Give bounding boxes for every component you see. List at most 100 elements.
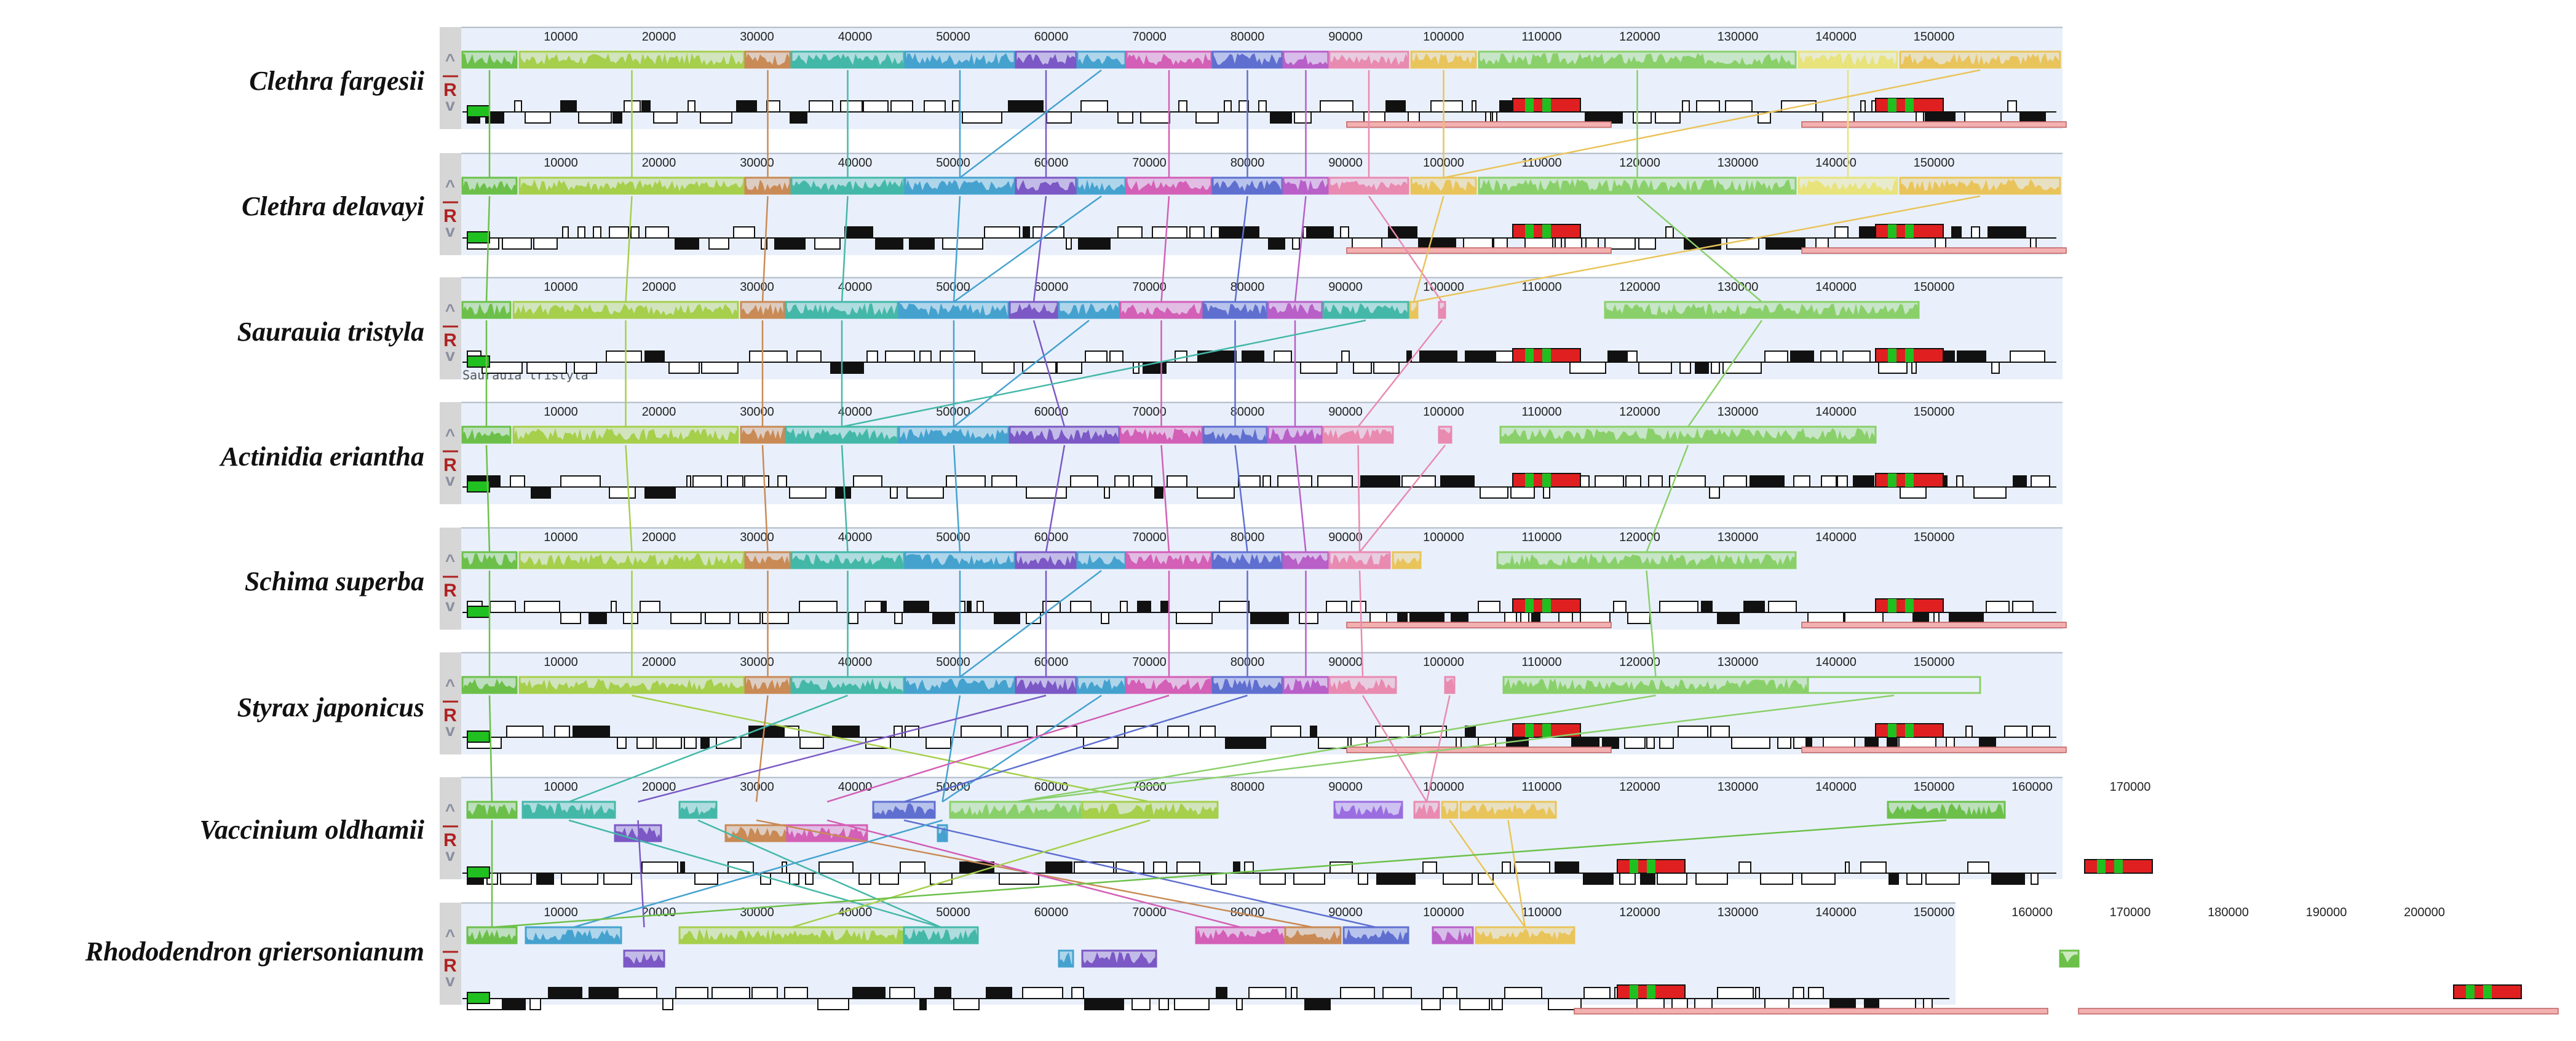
gene-box: [1911, 362, 1917, 374]
trna-mark: [1630, 860, 1638, 873]
gene-box: [1070, 601, 1092, 613]
gene-box: [500, 873, 532, 885]
gene-box: [1375, 726, 1409, 738]
genome-panel: Vaccinium oldhamii ^ Rv 10000 20000 30000 4000…: [199, 777, 2153, 885]
trna-mark: [1525, 98, 1534, 112]
trna-mark: [467, 866, 490, 879]
gene-box: [835, 486, 851, 499]
lcb-connector: [761, 445, 769, 553]
scroll-down-icon[interactable]: v: [445, 596, 455, 615]
gene-box: [866, 350, 878, 363]
reverse-complement-button[interactable]: R: [443, 580, 457, 601]
similarity-profile: [1330, 180, 1408, 194]
gene-box: [1300, 362, 1338, 374]
panel-sidebar: [440, 277, 461, 379]
similarity-profile: [1082, 803, 1218, 818]
gene-box: [1860, 100, 1866, 113]
scroll-down-icon[interactable]: v: [445, 221, 455, 240]
similarity-profile: [462, 429, 510, 443]
gene-box: [1114, 475, 1130, 488]
tick-label: 10000: [544, 780, 578, 794]
reverse-complement-button[interactable]: R: [443, 330, 457, 350]
gene-box: [1709, 486, 1720, 499]
tick-label: 60000: [1034, 156, 1069, 170]
reverse-complement-button[interactable]: R: [443, 705, 457, 726]
scroll-up-icon[interactable]: ^: [445, 301, 455, 320]
inverted-repeat-bar: [1346, 746, 1612, 753]
gene-box: [1821, 475, 1837, 488]
lcb-connector: [1160, 445, 1170, 553]
tick-label: 170000: [2110, 906, 2151, 919]
reverse-complement-button[interactable]: R: [443, 455, 457, 475]
gene-box: [606, 350, 642, 363]
gene-box: [1595, 475, 1624, 488]
gene-box: [2031, 475, 2050, 488]
gene-box: [489, 601, 516, 613]
similarity-profile: [462, 181, 517, 194]
gene-box: [1124, 726, 1158, 738]
reverse-complement-button[interactable]: R: [443, 80, 457, 100]
gene-box: [1678, 726, 1708, 738]
gene-box: [503, 998, 526, 1010]
gene-box: [1302, 226, 1307, 239]
gene-box: [1583, 987, 1611, 999]
reverse-complement-button[interactable]: R: [443, 206, 457, 226]
gene-box: [890, 486, 898, 499]
lcb-connector: [1160, 196, 1170, 303]
gene-box: [510, 475, 525, 488]
gene-box: [561, 873, 598, 885]
scroll-down-icon[interactable]: v: [445, 971, 455, 990]
scroll-up-icon[interactable]: ^: [445, 676, 455, 695]
gene-box: [554, 726, 570, 738]
gene-box: [736, 100, 757, 113]
gene-box: [1131, 998, 1151, 1010]
gene-box: [1340, 987, 1375, 999]
scroll-up-icon[interactable]: ^: [445, 926, 455, 945]
scroll-down-icon[interactable]: v: [445, 721, 455, 740]
gene-box: [1174, 998, 1210, 1010]
lcb-block[interactable]: [1807, 676, 1981, 694]
gene-box: [692, 475, 722, 488]
gene-box: [1625, 475, 1641, 488]
scroll-up-icon[interactable]: ^: [445, 50, 455, 69]
lcb-connector: [903, 819, 1376, 928]
lcb-connector: [1357, 320, 1443, 427]
scroll-down-icon[interactable]: v: [445, 845, 455, 865]
gene-box: [1659, 737, 1674, 749]
similarity-profile: [786, 303, 898, 318]
similarity-profile: [1330, 53, 1408, 68]
similarity-profile: [1127, 678, 1211, 693]
gene-box: [789, 873, 799, 885]
tick-label: 110000: [1521, 780, 1561, 794]
gene-box: [1951, 226, 1962, 239]
scroll-up-icon[interactable]: ^: [445, 426, 455, 445]
gene-box: [784, 987, 808, 999]
gene-box: [684, 737, 697, 749]
tick-label: 130000: [1718, 156, 1759, 170]
gene-box: [653, 111, 678, 124]
gene-box: [609, 226, 629, 239]
gene-box: [1140, 111, 1170, 124]
gene-box: [623, 612, 638, 624]
reverse-complement-button[interactable]: R: [443, 956, 457, 976]
scroll-up-icon[interactable]: ^: [445, 801, 455, 820]
gene-box: [1388, 226, 1417, 239]
trna-mark: [2466, 985, 2475, 999]
scroll-up-icon[interactable]: ^: [445, 176, 455, 196]
gene-box: [814, 237, 841, 250]
similarity-profile: [1439, 428, 1451, 443]
scroll-down-icon[interactable]: v: [445, 346, 455, 365]
gene-box: [708, 237, 729, 250]
scroll-up-icon[interactable]: ^: [445, 551, 455, 570]
gene-box: [844, 226, 873, 239]
gene-box: [885, 350, 915, 363]
gene-box: [1502, 861, 1511, 874]
tick-label: 120000: [1619, 906, 1660, 919]
tick-label: 70000: [1132, 30, 1167, 44]
scroll-down-icon[interactable]: v: [445, 470, 455, 489]
lcb-connector: [941, 695, 961, 802]
reverse-complement-button[interactable]: R: [443, 830, 457, 850]
scroll-down-icon[interactable]: v: [445, 95, 455, 114]
tick-label: 10000: [544, 405, 578, 419]
